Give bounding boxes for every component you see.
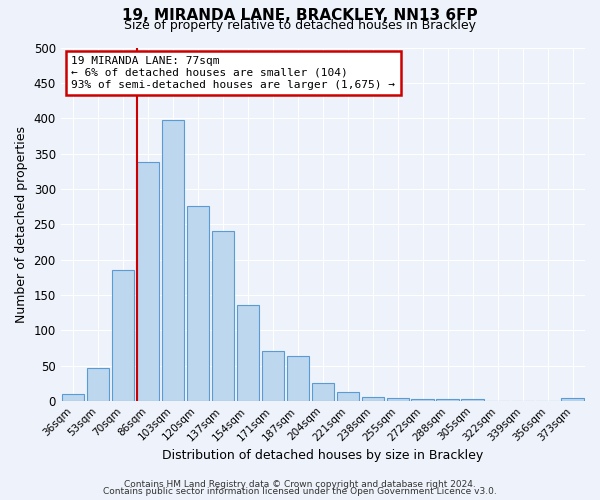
Bar xyxy=(236,304,259,401)
Bar xyxy=(62,394,85,401)
Bar xyxy=(412,398,434,401)
Bar xyxy=(212,231,234,401)
Text: Contains HM Land Registry data © Crown copyright and database right 2024.: Contains HM Land Registry data © Crown c… xyxy=(124,480,476,489)
Text: 19 MIRANDA LANE: 77sqm
← 6% of detached houses are smaller (104)
93% of semi-det: 19 MIRANDA LANE: 77sqm ← 6% of detached … xyxy=(71,56,395,90)
Bar xyxy=(436,398,459,401)
Bar xyxy=(311,383,334,401)
Bar xyxy=(362,396,384,401)
Bar xyxy=(461,398,484,401)
Bar xyxy=(262,352,284,401)
Text: Size of property relative to detached houses in Brackley: Size of property relative to detached ho… xyxy=(124,19,476,32)
Text: Contains public sector information licensed under the Open Government Licence v3: Contains public sector information licen… xyxy=(103,487,497,496)
Bar xyxy=(162,120,184,401)
Bar xyxy=(137,162,159,401)
Bar xyxy=(112,270,134,401)
Bar xyxy=(187,206,209,401)
X-axis label: Distribution of detached houses by size in Brackley: Distribution of detached houses by size … xyxy=(162,450,484,462)
Text: 19, MIRANDA LANE, BRACKLEY, NN13 6FP: 19, MIRANDA LANE, BRACKLEY, NN13 6FP xyxy=(122,8,478,22)
Bar xyxy=(87,368,109,401)
Y-axis label: Number of detached properties: Number of detached properties xyxy=(15,126,28,322)
Bar xyxy=(386,398,409,401)
Bar xyxy=(337,392,359,401)
Bar xyxy=(561,398,584,401)
Bar xyxy=(287,356,309,401)
